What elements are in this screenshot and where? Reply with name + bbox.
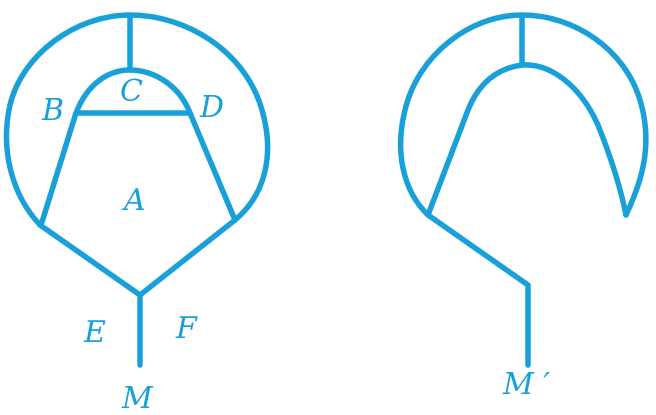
right-figure: M ′: [397, 12, 649, 402]
right-inner-arch: [425, 62, 629, 218]
label-M: M: [121, 381, 154, 415]
label-M-prime: M ′: [502, 367, 550, 402]
right-lower-branch: [425, 212, 531, 368]
left-inner-arch: [73, 67, 193, 116]
label-C: C: [120, 74, 143, 109]
label-D: D: [199, 90, 224, 125]
label-E: E: [83, 315, 106, 350]
left-inner-right-leg: [187, 110, 238, 223]
left-inner-left-leg: [39, 110, 79, 225]
label-A: A: [121, 183, 146, 218]
left-v-bottom: [37, 217, 238, 298]
label-B: B: [41, 93, 64, 128]
left-figure: A B C D E F M: [3, 12, 271, 415]
label-F: F: [175, 311, 198, 346]
